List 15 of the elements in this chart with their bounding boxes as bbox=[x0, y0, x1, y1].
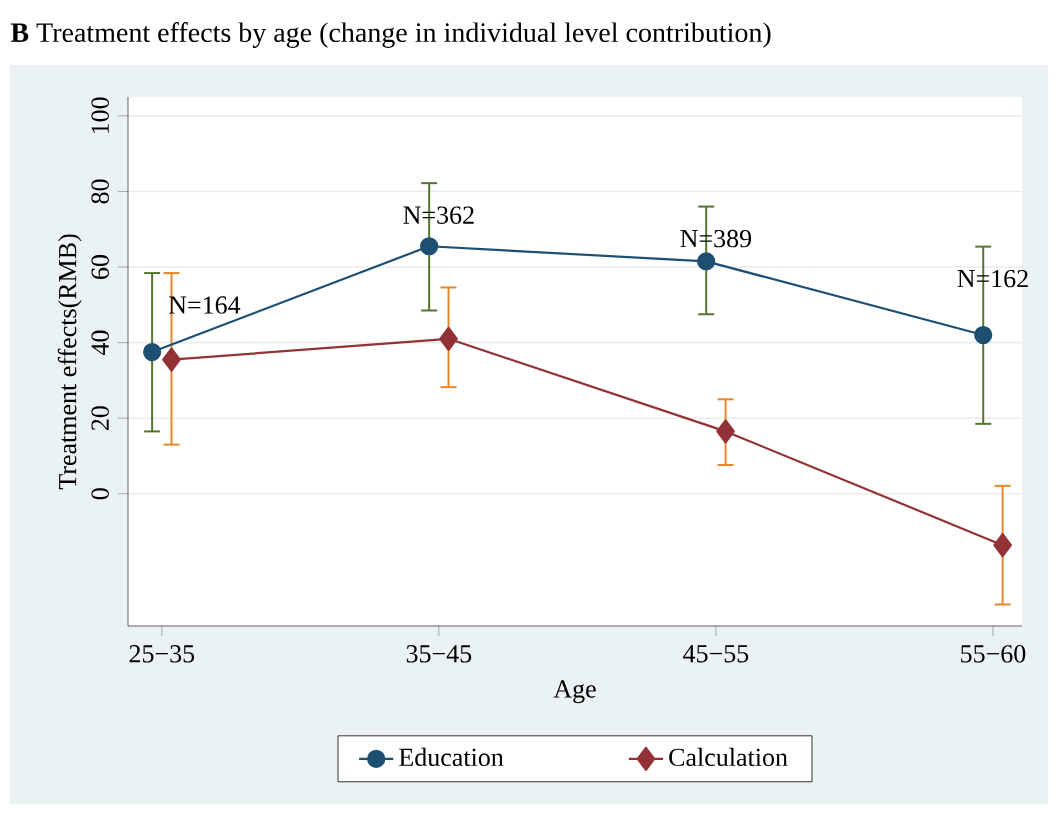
chart-title: B Treatment effects by age (change in individual level contribution) bbox=[10, 22, 771, 48]
legend-label: Calculation bbox=[669, 747, 788, 767]
x-axis-title: Age bbox=[553, 680, 596, 704]
y-tick-label: 0 bbox=[91, 488, 109, 500]
y-tick-label: 100 bbox=[91, 97, 109, 134]
y-tick-label: 20 bbox=[91, 406, 109, 431]
y-tick-label: 60 bbox=[91, 255, 109, 279]
y-tick-label: 80 bbox=[91, 179, 109, 204]
x-tick-label: 45−55 bbox=[683, 645, 749, 663]
x-tick-label: 35−45 bbox=[406, 645, 472, 663]
y-axis-title: Treatment effects(RMB) bbox=[57, 234, 82, 490]
x-tick-label: 25−35 bbox=[129, 645, 195, 663]
x-tick-label: 55−60 bbox=[961, 645, 1026, 663]
y-tick-label: 40 bbox=[91, 330, 109, 356]
legend-label: Education bbox=[399, 747, 504, 767]
